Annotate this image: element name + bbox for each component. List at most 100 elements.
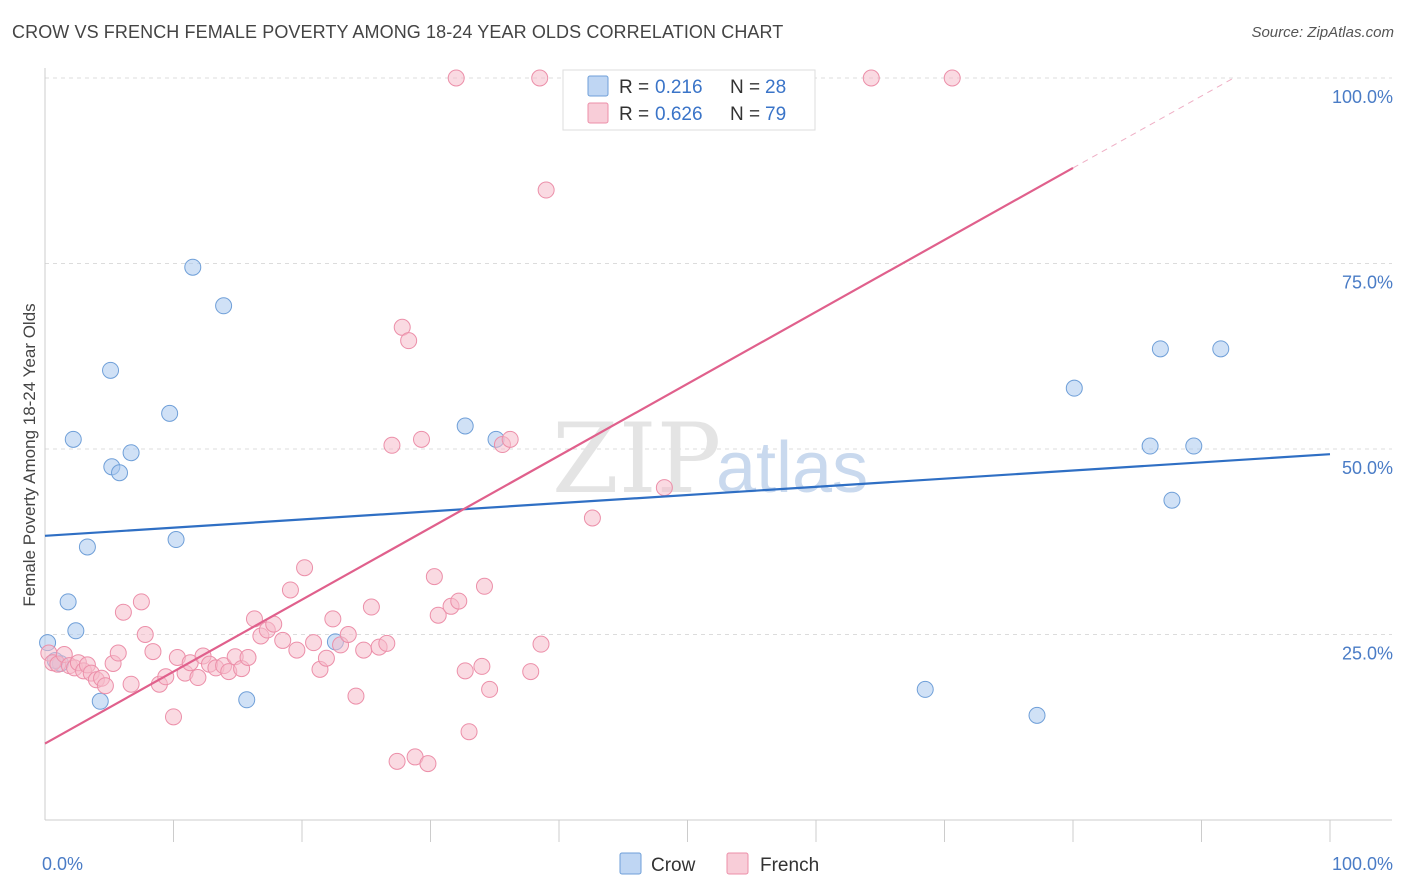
crow-point-9 [111, 464, 129, 482]
crow-point-10 [122, 444, 140, 462]
x-tick-label-0: 0.0% [42, 854, 83, 874]
crow-point-25 [1185, 437, 1203, 455]
french-point-34 [239, 649, 257, 667]
axis-layer [44, 68, 1392, 842]
crow-point-13 [184, 258, 202, 276]
legend-swatch-french [587, 102, 609, 124]
french-point-69 [481, 680, 499, 698]
french-point-62 [429, 606, 447, 624]
french-point-76 [655, 479, 673, 497]
crow-point-14 [215, 297, 233, 315]
watermark-zip: ZIP [552, 403, 721, 515]
bottom-legend-label-crow: Crow [651, 855, 696, 876]
french-point-65 [456, 662, 474, 680]
french-point-18 [136, 626, 154, 643]
french-point-54 [383, 436, 401, 454]
crow-point-22 [1141, 437, 1159, 455]
crow-point-11 [161, 404, 179, 422]
french-point-75 [583, 509, 601, 527]
french-point-55 [388, 752, 406, 770]
french-point-80 [943, 69, 961, 87]
crow-point-3 [64, 430, 82, 448]
crow-point-23 [1151, 340, 1169, 358]
grid-layer [45, 77, 1392, 635]
y-tick-label-0: 25.0% [1342, 644, 1393, 664]
french-point-16 [122, 675, 140, 693]
french-point-39 [274, 631, 292, 649]
bottom-legend-label-french: French [760, 855, 819, 876]
crow-point-26 [1212, 340, 1230, 358]
crow-point-5 [78, 538, 96, 556]
crow-point-6 [91, 692, 109, 710]
french-trend-line [44, 166, 1074, 745]
french-point-61 [425, 568, 443, 586]
crow-trend-line [44, 453, 1331, 537]
french-point-12 [96, 677, 114, 695]
french-point-71 [501, 430, 519, 448]
french-point-72 [522, 663, 540, 681]
french-trend-extension [1072, 77, 1234, 169]
french-point-68 [473, 657, 491, 675]
crow-point-20 [1065, 379, 1083, 397]
watermark-atlas: atlas [716, 428, 868, 508]
french-point-42 [296, 559, 314, 577]
french-point-41 [288, 641, 306, 659]
french-point-40 [281, 581, 299, 599]
legend-french-n-value: 79 [765, 104, 786, 125]
french-point-73 [532, 635, 550, 653]
legend-crow-n-label: N = [730, 77, 760, 98]
bottom-legend-swatch-french [726, 852, 749, 875]
chart-title: CROW VS FRENCH FEMALE POVERTY AMONG 18-2… [12, 22, 784, 42]
correlation-legend: R = 0.216 N = 28 R = 0.626 N = 79 [562, 69, 816, 131]
crow-point-24 [1163, 491, 1181, 509]
french-point-19 [144, 643, 162, 661]
french-point-14 [109, 644, 127, 662]
french-point-26 [189, 669, 207, 687]
y-tick-label-1: 50.0% [1342, 458, 1393, 478]
french-point-64 [450, 592, 468, 610]
french-point-78 [531, 69, 549, 87]
tick-labels: 25.0% 50.0% 75.0% 100.0% 0.0% 100.0% [42, 87, 1393, 874]
crow-point-17 [456, 417, 474, 435]
legend-french-r-label: R = [619, 104, 649, 125]
french-point-60 [419, 755, 437, 773]
french-point-51 [362, 598, 380, 616]
french-point-74 [537, 181, 555, 199]
french-point-22 [165, 708, 182, 726]
points-layer [39, 69, 1230, 773]
legend-crow-r-label: R = [619, 77, 649, 98]
y-tick-label-3: 100.0% [1332, 87, 1393, 107]
crow-point-12 [167, 531, 185, 549]
french-point-57 [400, 332, 418, 350]
french-point-35 [245, 610, 263, 628]
bottom-legend-swatch-crow [619, 852, 642, 875]
french-point-79 [862, 69, 880, 87]
legend-swatch-crow [587, 75, 609, 97]
watermark: ZIP atlas [552, 403, 868, 515]
crow-point-4 [67, 622, 85, 640]
legend-french-n-label: N = [730, 104, 760, 125]
legend-crow-r-value: 0.216 [655, 77, 703, 98]
legend-crow-n-value: 28 [765, 77, 786, 98]
french-point-66 [460, 723, 478, 741]
y-axis-label: Female Poverty Among 18-24 Year Olds [20, 303, 39, 606]
crow-point-15 [238, 691, 256, 709]
crow-point-7 [102, 361, 120, 379]
french-point-67 [475, 577, 493, 595]
chart-source: Source: ZipAtlas.com [1251, 24, 1394, 41]
crow-point-2 [59, 593, 77, 611]
french-point-46 [324, 610, 342, 628]
french-point-59 [413, 430, 431, 448]
crow-point-21 [1028, 706, 1046, 724]
french-point-50 [355, 641, 373, 659]
trend-layer [44, 77, 1331, 745]
french-point-48 [339, 626, 357, 643]
x-tick-label-1: 100.0% [1332, 854, 1393, 874]
y-tick-label-2: 75.0% [1342, 273, 1393, 293]
series-legend: Crow French [619, 852, 819, 876]
french-point-17 [132, 593, 150, 611]
french-point-43 [305, 634, 323, 652]
french-point-53 [378, 634, 396, 652]
french-point-49 [347, 687, 365, 705]
